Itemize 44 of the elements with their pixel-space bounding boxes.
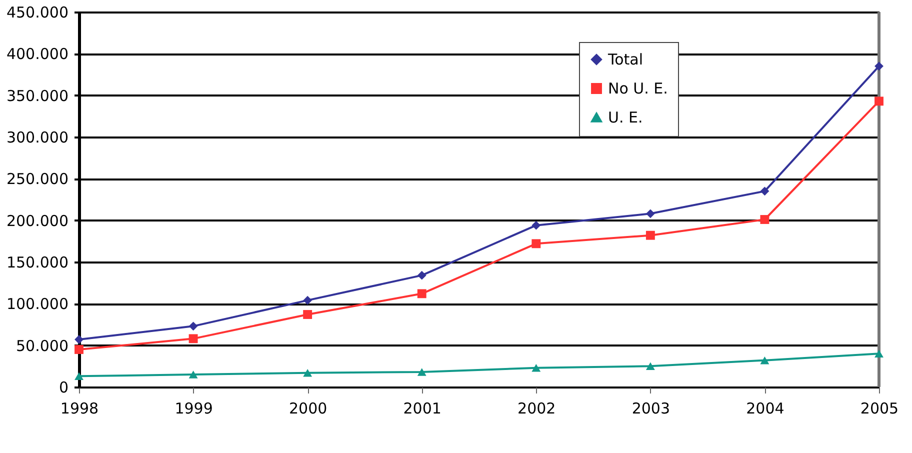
x-tick-label: 2002 [518, 400, 556, 418]
point [646, 230, 655, 240]
point [532, 220, 541, 230]
x-tick-label: 2005 [860, 400, 899, 418]
point [188, 334, 198, 344]
point [760, 186, 770, 196]
point [74, 372, 84, 380]
y-tick-label: 250.000 [6, 170, 68, 188]
x-tick-label: 2001 [403, 400, 442, 418]
y-tick-label: 400.000 [6, 45, 68, 64]
legend-label: U. E. [608, 108, 643, 126]
point [303, 368, 312, 377]
point [646, 362, 655, 370]
point [532, 239, 541, 248]
x-tick-label: 2003 [632, 400, 670, 418]
point [188, 370, 198, 378]
y-tick-label: 200.000 [6, 212, 68, 230]
point [874, 62, 884, 71]
x-tick-label: 1998 [60, 400, 99, 418]
y-tick-label: 100.000 [6, 295, 68, 314]
legend-label: Total [607, 50, 644, 68]
x-tick-label: 1999 [174, 400, 213, 418]
point [417, 270, 426, 280]
point [417, 368, 426, 376]
y-tick-label: 350.000 [6, 86, 68, 105]
point [417, 289, 426, 298]
point [874, 350, 884, 358]
x-tick-label: 2000 [288, 400, 328, 418]
legend-label: No U. E. [608, 80, 668, 98]
point [188, 322, 198, 331]
y-tick-label: 150.000 [6, 254, 68, 272]
point [874, 96, 884, 106]
point [74, 335, 84, 344]
point [760, 356, 770, 364]
point [303, 296, 312, 305]
point [760, 215, 770, 224]
point [646, 209, 655, 218]
point [532, 364, 541, 372]
y-tick-label: 50.000 [16, 336, 68, 355]
point [303, 310, 312, 319]
y-tick-label: 450.000 [6, 4, 68, 22]
x-tick-label: 2004 [746, 400, 784, 418]
y-tick-label: 300.000 [6, 128, 68, 146]
y-tick-label: 0 [58, 378, 68, 396]
